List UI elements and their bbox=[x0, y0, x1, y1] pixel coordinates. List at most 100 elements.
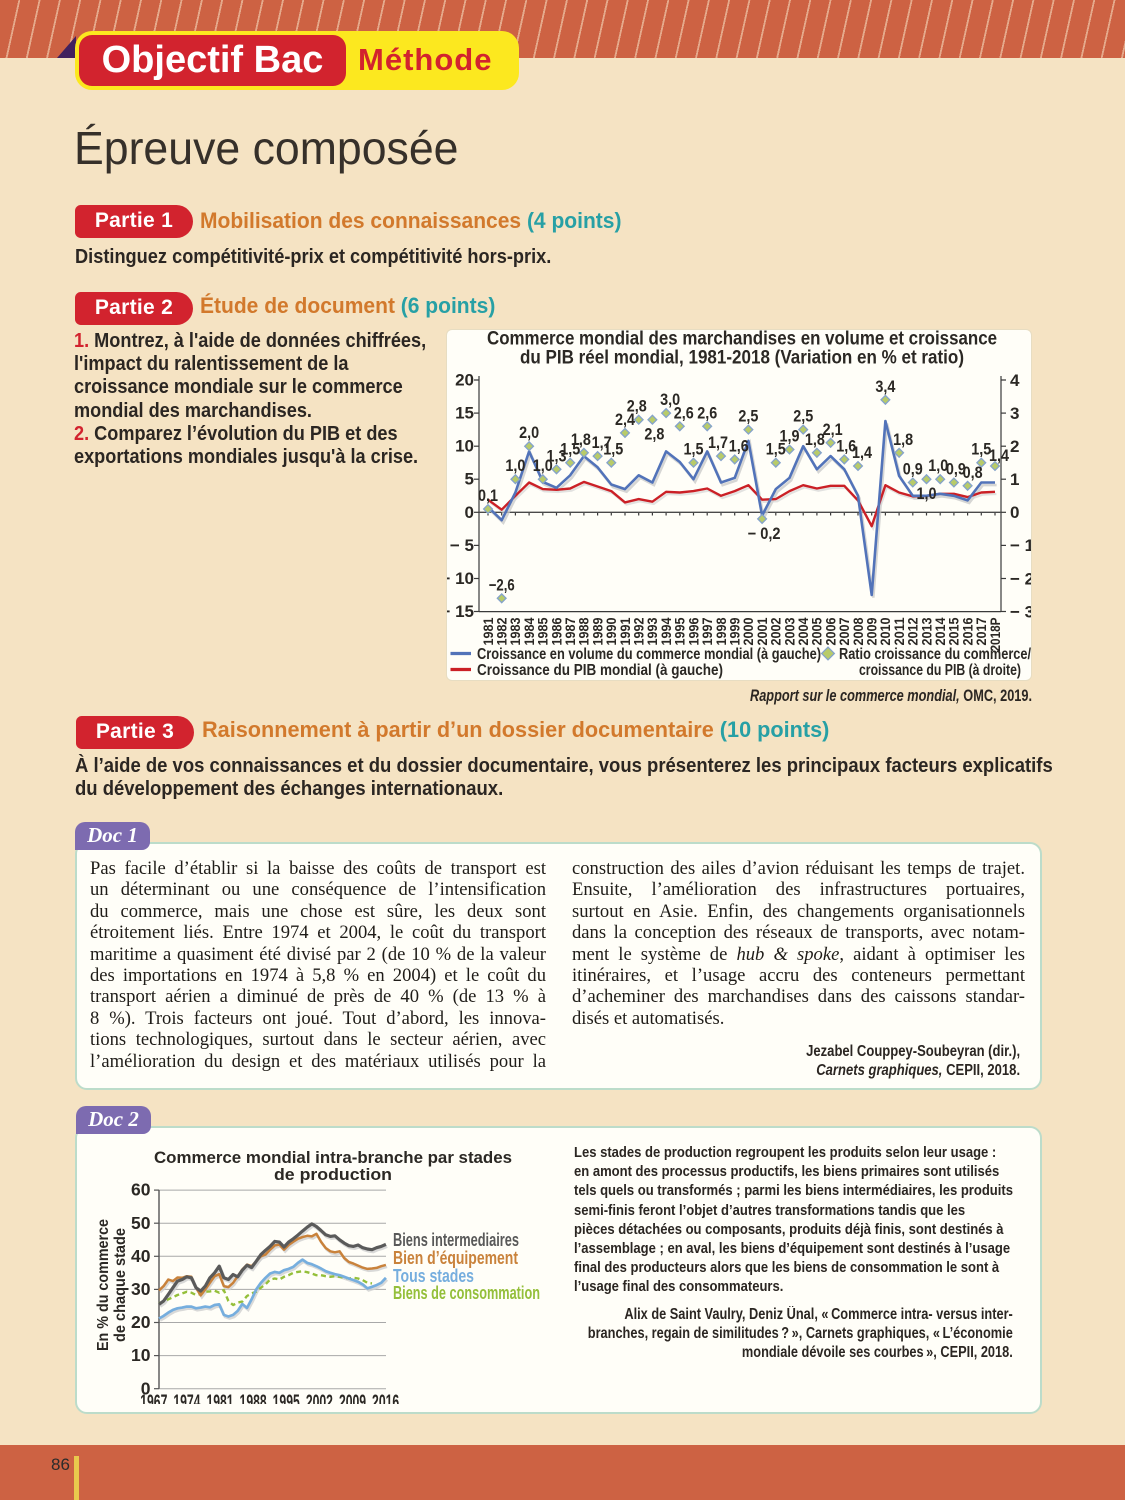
svg-text:2016: 2016 bbox=[372, 1390, 399, 1404]
svg-text:2,8: 2,8 bbox=[644, 426, 664, 444]
svg-text:1988: 1988 bbox=[240, 1390, 267, 1404]
svg-text:− 3: − 3 bbox=[1010, 602, 1032, 621]
svg-text:1,0: 1,0 bbox=[917, 485, 937, 503]
svg-text:Commerce mondial intra-branche: Commerce mondial intra-branche par stade… bbox=[154, 1148, 512, 1167]
svg-text:0,9: 0,9 bbox=[946, 461, 966, 479]
svg-text:1,5: 1,5 bbox=[603, 441, 623, 459]
svg-text:1983: 1983 bbox=[507, 617, 523, 645]
svg-text:Bien d’équipement: Bien d’équipement bbox=[393, 1248, 518, 1268]
svg-text:2,1: 2,1 bbox=[823, 421, 843, 439]
svg-text:Biens intermediaires: Biens intermediaires bbox=[393, 1230, 519, 1250]
svg-text:1,7: 1,7 bbox=[592, 434, 612, 452]
svg-text:2,5: 2,5 bbox=[793, 408, 813, 426]
svg-text:1992: 1992 bbox=[631, 617, 647, 645]
svg-text:2004: 2004 bbox=[795, 617, 811, 645]
svg-text:1: 1 bbox=[1010, 470, 1019, 489]
svg-text:2,6: 2,6 bbox=[674, 404, 694, 422]
svg-text:de chaque stade: de chaque stade bbox=[112, 1228, 129, 1342]
svg-text:1989: 1989 bbox=[589, 617, 605, 645]
svg-text:2,5: 2,5 bbox=[738, 408, 758, 426]
svg-text:3,4: 3,4 bbox=[875, 378, 896, 396]
svg-text:1974: 1974 bbox=[173, 1390, 201, 1404]
svg-text:0: 0 bbox=[1010, 503, 1019, 522]
svg-text:0,1: 0,1 bbox=[478, 487, 498, 505]
svg-text:1986: 1986 bbox=[548, 617, 564, 645]
svg-text:1,4: 1,4 bbox=[989, 447, 1010, 465]
svg-text:En % du commerce: En % du commerce bbox=[95, 1219, 112, 1351]
svg-text:− 2: − 2 bbox=[1010, 569, 1032, 588]
svg-text:1990: 1990 bbox=[603, 617, 619, 645]
svg-text:2002: 2002 bbox=[306, 1390, 333, 1404]
svg-text:− 0,2: − 0,2 bbox=[748, 525, 781, 543]
svg-text:2002: 2002 bbox=[768, 617, 784, 645]
svg-text:1991: 1991 bbox=[617, 617, 633, 645]
svg-text:1,4: 1,4 bbox=[852, 444, 873, 462]
svg-text:1993: 1993 bbox=[644, 617, 660, 645]
svg-text:2016: 2016 bbox=[959, 617, 975, 645]
svg-text:1985: 1985 bbox=[535, 617, 551, 645]
svg-text:croissance du PIB (à droite): croissance du PIB (à droite) bbox=[859, 662, 1021, 679]
svg-text:1,5: 1,5 bbox=[560, 441, 580, 459]
svg-text:1994: 1994 bbox=[658, 617, 674, 645]
svg-text:2,6: 2,6 bbox=[697, 404, 717, 422]
svg-text:1981: 1981 bbox=[206, 1390, 233, 1404]
svg-text:1,9: 1,9 bbox=[780, 428, 800, 446]
svg-text:de production: de production bbox=[274, 1165, 392, 1184]
svg-text:50: 50 bbox=[131, 1213, 151, 1233]
svg-text:1997: 1997 bbox=[699, 617, 715, 645]
svg-text:1,5: 1,5 bbox=[766, 441, 786, 459]
svg-text:Commerce mondial des marchandi: Commerce mondial des marchandises en vol… bbox=[487, 330, 997, 350]
svg-text:3: 3 bbox=[1010, 404, 1019, 423]
svg-text:2003: 2003 bbox=[781, 617, 797, 645]
svg-text:2,0: 2,0 bbox=[519, 424, 539, 442]
svg-text:2011: 2011 bbox=[891, 617, 907, 645]
svg-text:− 5: − 5 bbox=[450, 536, 474, 555]
svg-text:5: 5 bbox=[465, 470, 474, 489]
svg-text:2013: 2013 bbox=[918, 617, 934, 645]
svg-text:1995: 1995 bbox=[672, 617, 688, 645]
svg-text:2,8: 2,8 bbox=[627, 398, 647, 416]
svg-text:1998: 1998 bbox=[713, 617, 729, 645]
svg-text:2: 2 bbox=[1010, 437, 1019, 456]
svg-text:1987: 1987 bbox=[562, 617, 578, 645]
svg-text:2012: 2012 bbox=[905, 617, 921, 645]
svg-text:1967: 1967 bbox=[140, 1390, 167, 1404]
svg-text:2,4: 2,4 bbox=[615, 411, 636, 429]
svg-text:− 15: − 15 bbox=[447, 602, 474, 621]
svg-text:1,8: 1,8 bbox=[805, 431, 825, 449]
svg-text:1,8: 1,8 bbox=[571, 431, 591, 449]
svg-text:1995: 1995 bbox=[273, 1390, 300, 1404]
svg-text:15: 15 bbox=[455, 404, 474, 423]
svg-text:2008: 2008 bbox=[850, 617, 866, 645]
svg-text:1981: 1981 bbox=[480, 617, 496, 645]
svg-text:0: 0 bbox=[141, 1378, 151, 1398]
svg-text:Ratio croissance du commerce/: Ratio croissance du commerce/ bbox=[839, 646, 1031, 663]
svg-text:0: 0 bbox=[465, 503, 474, 522]
svg-text:1,3: 1,3 bbox=[547, 447, 567, 465]
svg-text:−2,6: −2,6 bbox=[489, 576, 515, 594]
svg-text:2000: 2000 bbox=[740, 617, 756, 645]
svg-text:40: 40 bbox=[131, 1246, 151, 1266]
svg-text:2007: 2007 bbox=[836, 617, 852, 645]
svg-text:Tous stades: Tous stades bbox=[393, 1266, 474, 1286]
svg-text:2014: 2014 bbox=[932, 617, 948, 645]
svg-text:1,0: 1,0 bbox=[505, 457, 525, 475]
svg-text:1999: 1999 bbox=[727, 617, 743, 645]
svg-text:2018P: 2018P bbox=[987, 618, 1003, 652]
svg-text:30: 30 bbox=[131, 1279, 151, 1299]
svg-text:2005: 2005 bbox=[809, 617, 825, 645]
svg-text:1,7: 1,7 bbox=[708, 434, 728, 452]
svg-text:2010: 2010 bbox=[877, 617, 893, 645]
svg-text:1,0: 1,0 bbox=[533, 457, 553, 475]
svg-text:10: 10 bbox=[131, 1345, 151, 1365]
svg-text:Biens de consommation: Biens de consommation bbox=[393, 1283, 540, 1303]
svg-text:2001: 2001 bbox=[754, 617, 770, 645]
svg-text:− 1: − 1 bbox=[1010, 536, 1032, 555]
svg-text:10: 10 bbox=[455, 437, 474, 456]
svg-text:1,6: 1,6 bbox=[729, 437, 749, 455]
svg-text:1996: 1996 bbox=[685, 617, 701, 645]
svg-text:1,0: 1,0 bbox=[928, 457, 948, 475]
svg-text:1984: 1984 bbox=[521, 617, 537, 645]
svg-text:20: 20 bbox=[455, 371, 474, 390]
svg-text:1,8: 1,8 bbox=[893, 431, 913, 449]
